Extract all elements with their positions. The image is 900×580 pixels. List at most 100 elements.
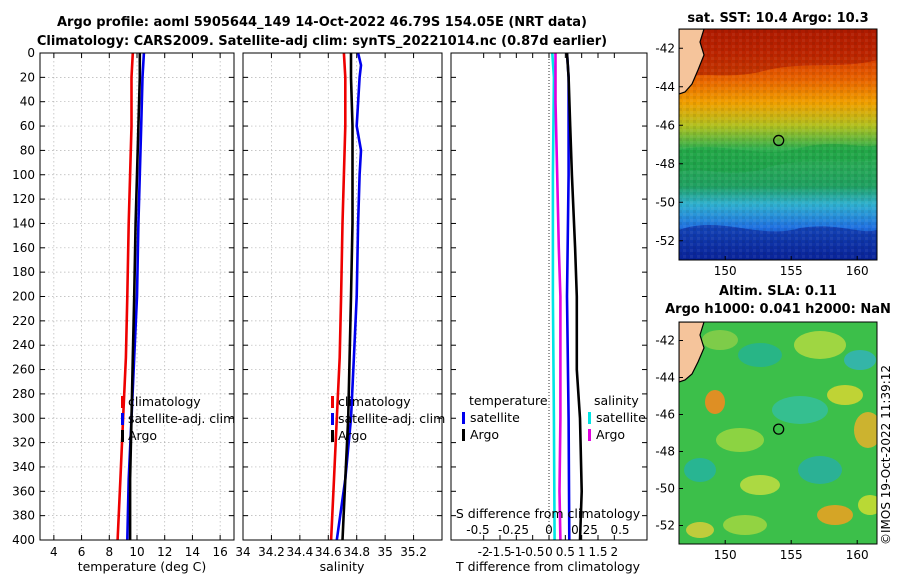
legend-label-satellite-adj: satellite-adj. clim	[338, 411, 445, 426]
series-line-t-argo	[565, 52, 584, 541]
y-tick-label: 100	[12, 168, 35, 182]
y-tick-label: 400	[12, 533, 35, 547]
y-tick-label: 140	[12, 216, 35, 230]
figure-title-line1: Argo profile: aoml 5905644_149 14-Oct-20…	[57, 15, 587, 30]
y-tick-label: 340	[12, 460, 35, 474]
sla-blobs	[684, 330, 877, 538]
series-line-climatology	[116, 52, 135, 541]
difference-panel: -2-1.5-1-0.5 0 0.5 1 1.5 2-0.5 -0.25 0 0.25 0.5	[450, 52, 648, 559]
map-y-tick-label: -42	[655, 41, 675, 55]
y-tick-label: 300	[12, 411, 35, 425]
figure-title-line2: Climatology: CARS2009. Satellite-adj cli…	[37, 34, 607, 49]
map-y-tick-label: -50	[655, 195, 675, 209]
legend-swatch-argo	[121, 430, 124, 442]
map-y-tick-label: -46	[655, 118, 675, 132]
map-x-tick-label: 150	[714, 264, 737, 278]
map-x-tick-label: 150	[714, 548, 737, 562]
y-tick-label: 360	[12, 484, 35, 498]
x-tick-label: 35.2	[400, 545, 427, 559]
legend-label-satellite-adj: satellite-adj. clim	[128, 411, 235, 426]
y-tick-label: 260	[12, 363, 35, 377]
legend-label-argo: Argo	[128, 428, 157, 443]
legend-label-s-satellite: satellite	[596, 410, 646, 425]
y-tick-label: 20	[20, 70, 35, 84]
x-tick-label: 0.5	[556, 545, 575, 559]
s-tick-label: 0.5	[610, 523, 629, 537]
map-y-tick-label: -44	[655, 80, 675, 94]
map-y-tick-label: -52	[655, 234, 675, 248]
map-y-tick-label: -50	[655, 482, 675, 496]
y-tick-label: 200	[12, 290, 35, 304]
x-tick-label: -0.5	[521, 545, 544, 559]
map-y-tick-label: -48	[655, 445, 675, 459]
x-tick-label: -1	[510, 545, 522, 559]
series-line-s-satellite	[551, 52, 556, 541]
x-tick-label: 10	[129, 545, 144, 559]
x-tick-label: 12	[157, 545, 172, 559]
t-difference-xlabel: T difference from climatology	[455, 559, 641, 574]
legend-label-t-satellite: satellite	[470, 410, 520, 425]
s-tick-label: 0.25	[571, 523, 598, 537]
map-y-tick-label: -42	[655, 334, 675, 348]
map-y-tick-label: -48	[655, 157, 675, 171]
difference-legend: temperature satellite Argo salinity sate…	[462, 393, 646, 442]
y-tick-label: 40	[20, 95, 35, 109]
s-difference-label: S difference from climatology	[456, 506, 641, 521]
y-tick-label: 120	[12, 192, 35, 206]
legend-swatch-climatology	[331, 396, 334, 408]
temperature-legend: climatology satellite-adj. clim Argo	[121, 394, 235, 443]
sla-map-title-line2: Argo h1000: 0.041 h2000: NaN	[665, 302, 891, 317]
salinity-panel: 34 34.2 34.4 34.6 34.8 35 35.2	[235, 52, 443, 559]
s-tick-label: -0.25	[498, 523, 529, 537]
x-tick-label: 8	[105, 545, 113, 559]
y-tick-label: 320	[12, 436, 35, 450]
legend-swatch-s-argo	[588, 429, 591, 441]
x-tick-label: 6	[78, 545, 86, 559]
map-y-tick-label: -46	[655, 408, 675, 422]
y-tick-label: 0	[27, 46, 35, 60]
land-tasmania	[679, 29, 705, 95]
legend-swatch-t-satellite	[462, 412, 465, 424]
series-line-climatology	[329, 52, 347, 541]
legend-swatch-s-satellite	[588, 412, 591, 424]
sst-pixel-texture	[679, 29, 877, 260]
y-tick-label: 280	[12, 387, 35, 401]
x-tick-label: 1	[578, 545, 586, 559]
argo-float-marker	[773, 134, 785, 147]
x-tick-label: 16	[213, 545, 228, 559]
legend-swatch-satellite-adj	[121, 413, 124, 425]
s-tick-label: -0.5	[466, 523, 489, 537]
legend-swatch-climatology	[121, 396, 124, 408]
x-tick-label: 34	[235, 545, 250, 559]
sst-map-frame	[678, 28, 878, 261]
x-tick-label: 2	[611, 545, 619, 559]
legend-label-argo: Argo	[338, 428, 367, 443]
series-line-argo	[341, 53, 354, 541]
map-y-tick-label: -44	[655, 371, 675, 385]
x-tick-label: 1.5	[588, 545, 607, 559]
s-tick-label: 0	[545, 523, 553, 537]
argo-float-marker	[773, 423, 785, 435]
legend-label-s-argo: Argo	[596, 427, 625, 442]
map-x-tick-label: 155	[780, 548, 803, 562]
x-tick-label: 34.2	[258, 545, 285, 559]
y-tick-label: 160	[12, 241, 35, 255]
y-tick-label: 380	[12, 509, 35, 523]
legend-swatch-t-argo	[462, 429, 465, 441]
x-tick-label: 0	[545, 545, 553, 559]
legend-title-salinity: salinity	[594, 393, 639, 408]
series-line-s-argo	[554, 53, 562, 541]
legend-label-climatology: climatology	[338, 394, 411, 409]
legend-swatch-satellite-adj	[331, 413, 334, 425]
salinity-xlabel: salinity	[320, 559, 365, 574]
map-y-tick-label: -52	[655, 519, 675, 533]
map-x-tick-label: 160	[846, 548, 869, 562]
sst-map-title: sat. SST: 10.4 Argo: 10.3	[687, 11, 868, 26]
y-tick-label: 60	[20, 119, 35, 133]
legend-swatch-argo	[331, 430, 334, 442]
x-tick-label: -2	[478, 545, 490, 559]
timestamp: ©IMOS 19-Oct-2022 11:39:12	[879, 365, 893, 545]
y-tick-label: 220	[12, 314, 35, 328]
legend-title-temperature: temperature	[469, 393, 548, 408]
